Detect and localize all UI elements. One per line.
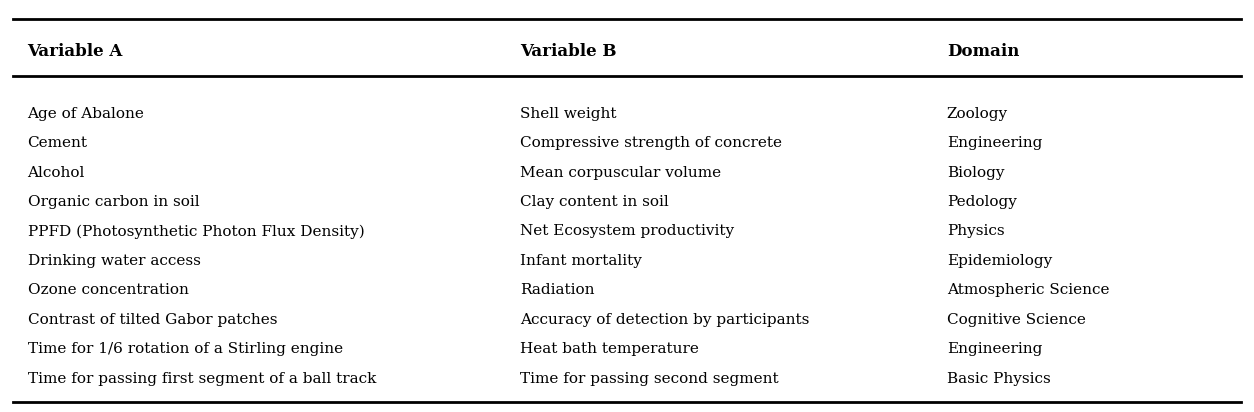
- Text: Shell weight: Shell weight: [520, 107, 617, 121]
- Text: Clay content in soil: Clay content in soil: [520, 195, 670, 209]
- Text: Time for passing second segment: Time for passing second segment: [520, 372, 779, 386]
- Text: Basic Physics: Basic Physics: [947, 372, 1051, 386]
- Text: Contrast of tilted Gabor patches: Contrast of tilted Gabor patches: [28, 313, 277, 327]
- Text: Net Ecosystem productivity: Net Ecosystem productivity: [520, 225, 735, 239]
- Text: Compressive strength of concrete: Compressive strength of concrete: [520, 136, 782, 150]
- Text: Time for 1/6 rotation of a Stirling engine: Time for 1/6 rotation of a Stirling engi…: [28, 342, 342, 356]
- Text: Radiation: Radiation: [520, 283, 594, 297]
- Text: Engineering: Engineering: [947, 342, 1042, 356]
- Text: Zoology: Zoology: [947, 107, 1008, 121]
- Text: Infant mortality: Infant mortality: [520, 254, 642, 268]
- Text: Epidemiology: Epidemiology: [947, 254, 1052, 268]
- Text: Atmospheric Science: Atmospheric Science: [947, 283, 1110, 297]
- Text: Drinking water access: Drinking water access: [28, 254, 201, 268]
- Text: Domain: Domain: [947, 43, 1020, 60]
- Text: Age of Abalone: Age of Abalone: [28, 107, 144, 121]
- Text: Biology: Biology: [947, 166, 1004, 180]
- Text: Engineering: Engineering: [947, 136, 1042, 150]
- Text: Cognitive Science: Cognitive Science: [947, 313, 1086, 327]
- Text: Organic carbon in soil: Organic carbon in soil: [28, 195, 199, 209]
- Text: Heat bath temperature: Heat bath temperature: [520, 342, 700, 356]
- Text: Variable A: Variable A: [28, 43, 123, 60]
- Text: Cement: Cement: [28, 136, 88, 150]
- Text: Alcohol: Alcohol: [28, 166, 85, 180]
- Text: Pedology: Pedology: [947, 195, 1017, 209]
- Text: Mean corpuscular volume: Mean corpuscular volume: [520, 166, 721, 180]
- Text: Variable B: Variable B: [520, 43, 617, 60]
- Text: Ozone concentration: Ozone concentration: [28, 283, 188, 297]
- Text: PPFD (Photosynthetic Photon Flux Density): PPFD (Photosynthetic Photon Flux Density…: [28, 224, 365, 239]
- Text: Accuracy of detection by participants: Accuracy of detection by participants: [520, 313, 810, 327]
- Text: Time for passing first segment of a ball track: Time for passing first segment of a ball…: [28, 372, 376, 386]
- Text: Physics: Physics: [947, 225, 1004, 239]
